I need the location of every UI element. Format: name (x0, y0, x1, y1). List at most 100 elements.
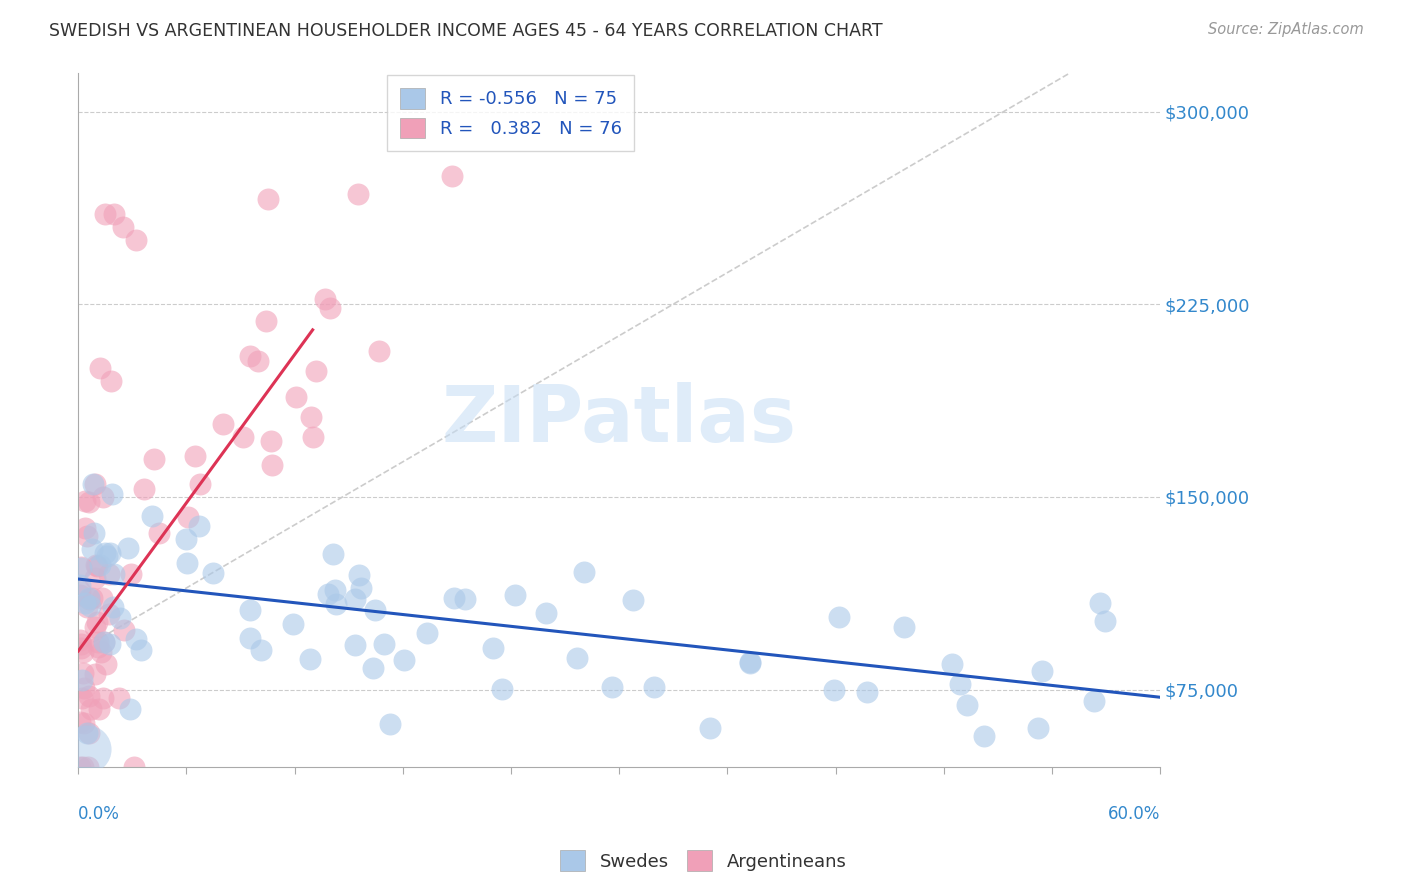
Argentineans (97, 607, 120, 622)
Legend: R = -0.556   N = 75, R =   0.382   N = 76: R = -0.556 N = 75, R = 0.382 N = 76 (388, 75, 634, 151)
Argentineans (80, 591, 103, 605)
Swedes (949, 677, 972, 691)
Swedes (699, 721, 721, 735)
Swedes (1083, 694, 1105, 708)
Swedes (621, 593, 644, 607)
Text: 60.0%: 60.0% (1108, 805, 1160, 823)
Argentineans (314, 292, 336, 306)
Swedes (347, 567, 370, 582)
Text: ZIPatlas: ZIPatlas (441, 382, 797, 458)
Swedes (100, 487, 122, 501)
Argentineans (260, 434, 283, 449)
Swedes (941, 657, 963, 671)
Argentineans (73, 716, 96, 731)
Argentineans (112, 220, 135, 235)
Swedes (373, 636, 395, 650)
Argentineans (302, 430, 325, 444)
Argentineans (89, 361, 111, 376)
Argentineans (232, 430, 254, 444)
Swedes (176, 556, 198, 570)
Argentineans (299, 409, 322, 424)
Argentineans (132, 483, 155, 497)
Argentineans (262, 458, 284, 472)
Swedes (103, 566, 125, 581)
Swedes (76, 726, 98, 740)
Text: Source: ZipAtlas.com: Source: ZipAtlas.com (1208, 22, 1364, 37)
Swedes (973, 730, 995, 744)
Argentineans (98, 566, 121, 581)
Argentineans (69, 759, 91, 773)
Swedes (565, 651, 588, 665)
Argentineans (91, 691, 114, 706)
Swedes (108, 611, 131, 625)
Swedes (93, 635, 115, 649)
Argentineans (90, 645, 112, 659)
Swedes (392, 653, 415, 667)
Swedes (96, 549, 118, 563)
Argentineans (86, 559, 108, 574)
Argentineans (103, 207, 125, 221)
Argentineans (83, 666, 105, 681)
Argentineans (76, 529, 98, 543)
Argentineans (368, 344, 391, 359)
Argentineans (76, 600, 98, 615)
Swedes (643, 680, 665, 694)
Argentineans (69, 633, 91, 648)
Y-axis label: Householder Income Ages 45 - 64 years: Householder Income Ages 45 - 64 years (0, 260, 7, 581)
Swedes (491, 681, 513, 696)
Swedes (298, 652, 321, 666)
Swedes (82, 542, 104, 557)
Swedes (740, 656, 762, 670)
Swedes (69, 577, 91, 591)
Argentineans (441, 169, 464, 183)
Swedes (1031, 664, 1053, 678)
Argentineans (77, 726, 100, 740)
Argentineans (70, 641, 93, 656)
Argentineans (246, 354, 269, 368)
Swedes (344, 592, 367, 607)
Argentineans (79, 494, 101, 508)
Argentineans (108, 690, 131, 705)
Argentineans (91, 591, 114, 606)
Swedes (378, 717, 401, 731)
Swedes (534, 606, 557, 620)
Argentineans (72, 759, 94, 773)
Swedes (364, 603, 387, 617)
Argentineans (148, 526, 170, 541)
Argentineans (125, 233, 148, 247)
Argentineans (318, 301, 340, 316)
Swedes (98, 637, 121, 651)
Swedes (118, 702, 141, 716)
Swedes (239, 631, 262, 645)
Argentineans (177, 510, 200, 524)
Argentineans (77, 591, 100, 606)
Swedes (125, 632, 148, 646)
Swedes (1026, 721, 1049, 735)
Argentineans (124, 759, 146, 773)
Swedes (481, 641, 503, 656)
Argentineans (73, 521, 96, 535)
Argentineans (77, 689, 100, 703)
Swedes (325, 582, 347, 597)
Swedes (98, 547, 121, 561)
Argentineans (239, 349, 262, 363)
Argentineans (69, 588, 91, 602)
Swedes (1094, 614, 1116, 628)
Swedes (855, 684, 877, 698)
Swedes (1088, 596, 1111, 610)
Argentineans (142, 452, 165, 467)
Argentineans (73, 681, 96, 695)
Swedes (94, 546, 117, 560)
Argentineans (84, 619, 107, 633)
Swedes (249, 643, 271, 657)
Argentineans (93, 490, 115, 504)
Swedes (101, 599, 124, 614)
Swedes (443, 591, 465, 605)
Swedes (70, 673, 93, 687)
Swedes (239, 603, 262, 617)
Argentineans (87, 701, 110, 715)
Swedes (415, 626, 437, 640)
Point (76, 741, 98, 756)
Argentineans (72, 665, 94, 680)
Swedes (316, 587, 339, 601)
